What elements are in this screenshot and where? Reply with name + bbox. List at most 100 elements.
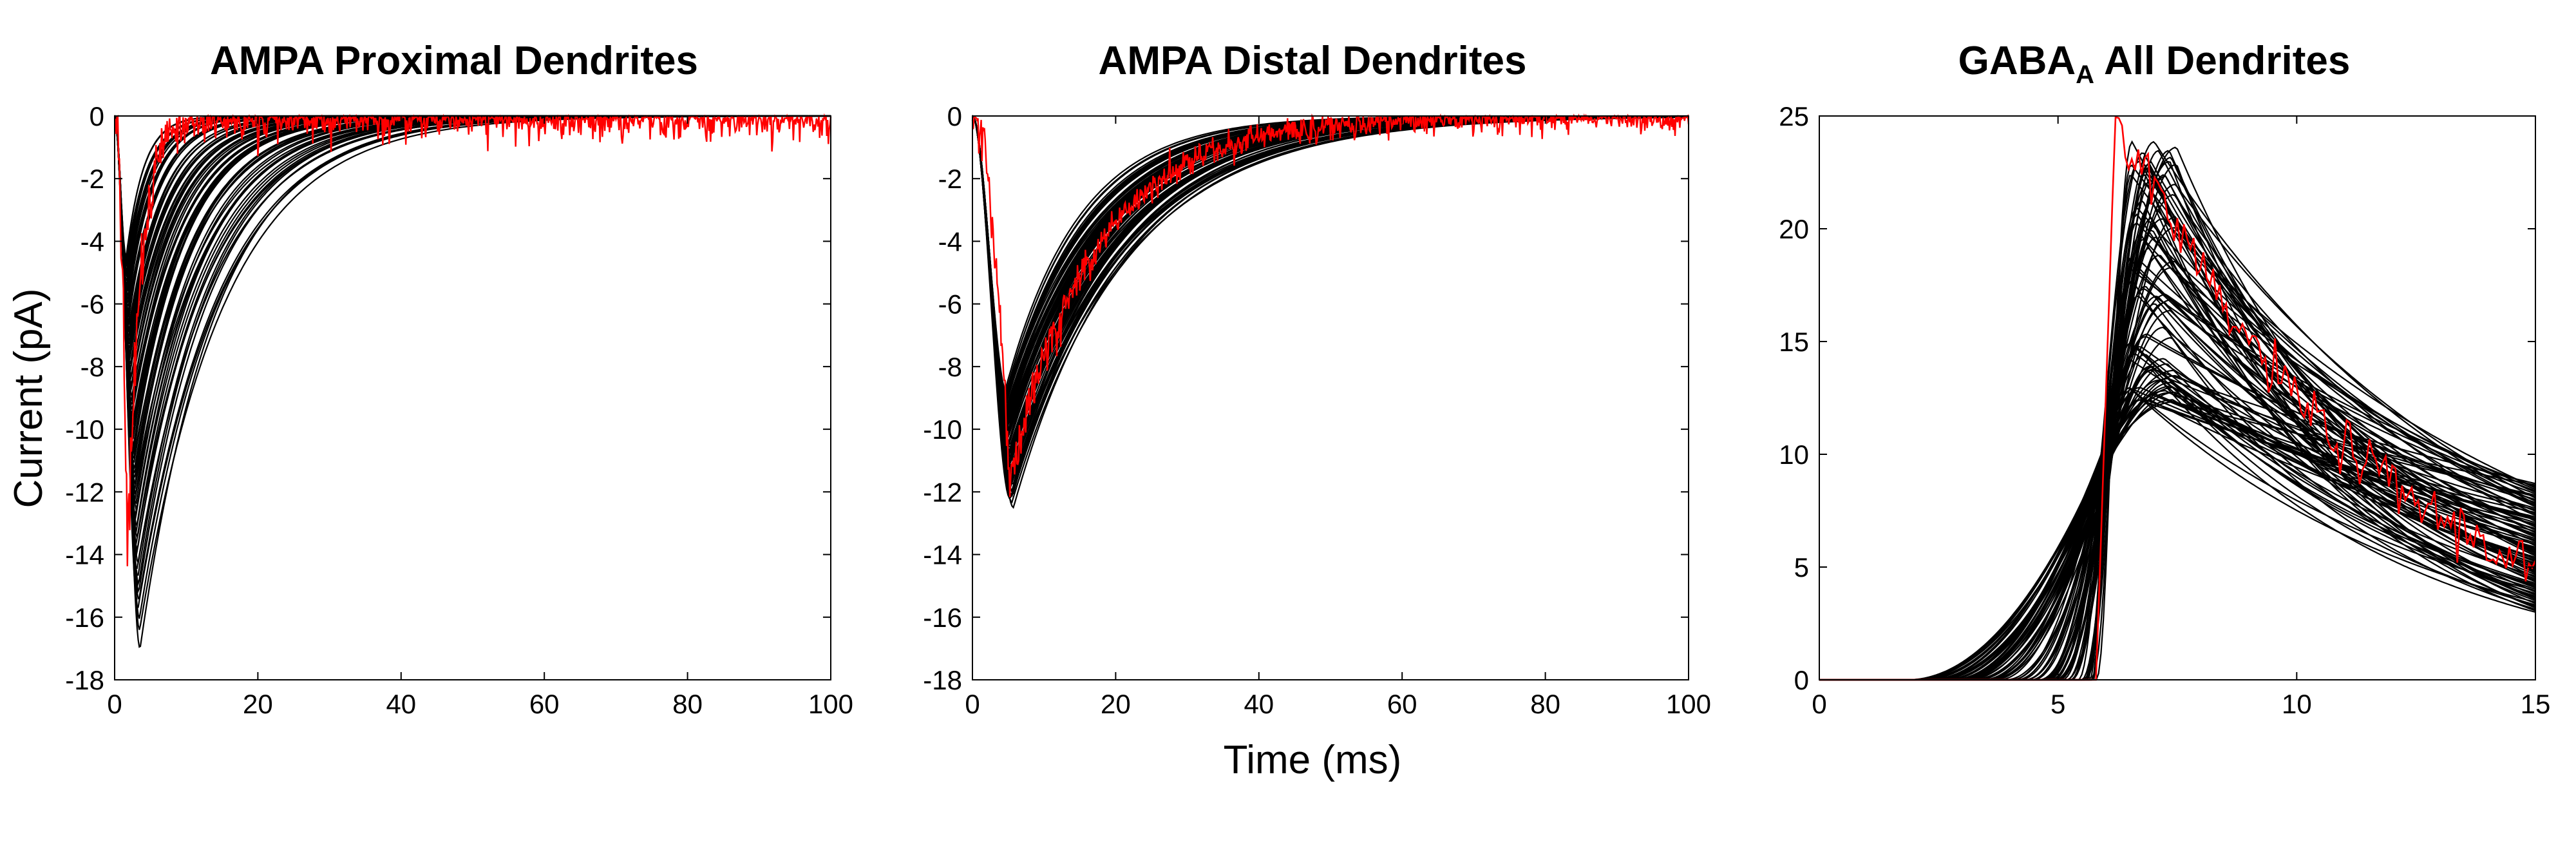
model-trace (114, 115, 831, 593)
y-tick-label: -8 (938, 352, 962, 382)
model-trace (114, 115, 831, 432)
model-trace (114, 115, 831, 343)
x-tick-label: 40 (386, 689, 416, 719)
x-tick-label: 60 (1387, 689, 1417, 719)
x-tick-label: 5 (2050, 689, 2065, 719)
trace-group (971, 113, 1690, 509)
x-tick-label: 20 (243, 689, 273, 719)
x-axis-label: Time (ms) (1224, 738, 1402, 782)
y-tick-label: -16 (65, 602, 104, 633)
chart-title: AMPA Distal Dendrites (1099, 39, 1527, 83)
model-trace (114, 115, 831, 600)
title-suffix: All Dendrites (2094, 39, 2350, 83)
x-tick-label: 15 (2521, 689, 2551, 719)
y-axis-label: Current (pA) (6, 288, 51, 508)
model-trace (114, 115, 831, 428)
panel-ampa-distal: AMPA Distal Dendrites 0 20 40 60 80 100 0 -2 -4 -… (923, 39, 1711, 719)
y-tick-label: -12 (65, 477, 104, 507)
y-tick-label: 25 (1779, 101, 1809, 131)
panel-gaba-a: GABAA All Dendrites 0 5 10 15 0 5 10 15 20 25 (1779, 39, 2550, 719)
x-tick-label: 0 (107, 689, 122, 719)
model-trace (1819, 229, 2536, 681)
y-tick-label: -18 (65, 665, 104, 695)
model-trace (1819, 152, 2536, 681)
title-main: GABA (1958, 39, 2076, 83)
model-trace (972, 115, 1689, 428)
y-tick-label: 15 (1779, 327, 1809, 357)
x-tick-label: 0 (1812, 689, 1826, 719)
model-trace (1819, 173, 2536, 681)
y-tick-label: -10 (923, 414, 962, 445)
model-trace (1819, 387, 2536, 681)
model-trace (1819, 166, 2536, 681)
x-tick-label: 10 (2282, 689, 2312, 719)
trace-group (113, 113, 832, 648)
y-tick-label: -4 (938, 226, 962, 256)
chart-title: AMPA Proximal Dendrites (210, 39, 698, 83)
tick-group: 0 20 40 60 80 100 0 -2 -4 -6 -8 -10 -12 -14 -16 -18 (65, 101, 853, 719)
model-trace (114, 115, 831, 338)
model-trace (1819, 164, 2536, 681)
x-tick-label: 20 (1101, 689, 1131, 719)
model-trace (1819, 269, 2536, 681)
tick-group: 0 5 10 15 0 5 10 15 20 25 (1779, 101, 2550, 719)
y-tick-label: -4 (80, 226, 104, 256)
y-tick-label: 0 (1794, 665, 1809, 695)
model-trace (114, 115, 831, 550)
y-tick-label: -18 (923, 665, 962, 695)
y-tick-label: -16 (923, 602, 962, 633)
x-tick-label: 60 (529, 689, 560, 719)
plot-frame (1819, 115, 2536, 680)
x-tick-label: 100 (1666, 689, 1711, 719)
y-tick-label: 0 (90, 101, 104, 131)
y-tick-label: 20 (1779, 214, 1809, 244)
x-tick-label: 80 (1530, 689, 1560, 719)
model-trace (1819, 354, 2536, 681)
y-tick-label: -12 (923, 477, 962, 507)
model-trace (114, 115, 831, 387)
trace-group (1819, 116, 2537, 681)
model-trace (1819, 374, 2536, 681)
y-tick-label: -6 (938, 289, 962, 320)
y-tick-label: -14 (65, 540, 104, 570)
model-trace (1819, 378, 2536, 681)
y-tick-label: 0 (947, 101, 962, 131)
model-trace (1819, 194, 2536, 681)
model-trace (1819, 164, 2536, 681)
model-trace (114, 115, 831, 544)
plot-frame (114, 115, 831, 680)
title-subscript: A (2076, 61, 2094, 89)
model-trace (1819, 260, 2536, 681)
model-trace (1819, 268, 2536, 681)
model-trace (1819, 381, 2536, 681)
y-tick-label: -6 (80, 289, 104, 320)
y-tick-label: -10 (65, 414, 104, 445)
model-trace (1819, 261, 2536, 681)
model-trace (1819, 387, 2536, 681)
model-trace (1819, 163, 2536, 681)
model-trace (1819, 358, 2536, 681)
y-tick-label: -14 (923, 540, 962, 570)
recorded-trace (113, 113, 832, 566)
model-trace (114, 115, 831, 257)
tick-group: 0 20 40 60 80 100 0 -2 -4 -6 -8 -10 -12 -14 -16 -18 (923, 101, 1711, 719)
model-trace (1819, 279, 2536, 681)
y-tick-label: 10 (1779, 439, 1809, 470)
y-tick-label: 5 (1794, 552, 1809, 583)
y-tick-label: -8 (80, 352, 104, 382)
y-tick-label: -2 (80, 164, 104, 194)
x-tick-label: 80 (672, 689, 703, 719)
model-trace (1819, 309, 2536, 681)
x-tick-label: 0 (965, 689, 980, 719)
model-trace (114, 115, 831, 576)
model-trace (114, 115, 831, 538)
model-trace (114, 115, 831, 569)
model-trace (1819, 387, 2536, 681)
model-trace (114, 115, 831, 565)
model-trace (1819, 400, 2536, 681)
chart-title: GABAA All Dendrites (1958, 39, 2351, 89)
plot-frame (972, 115, 1689, 680)
model-trace (114, 115, 831, 557)
model-trace (972, 115, 1689, 429)
